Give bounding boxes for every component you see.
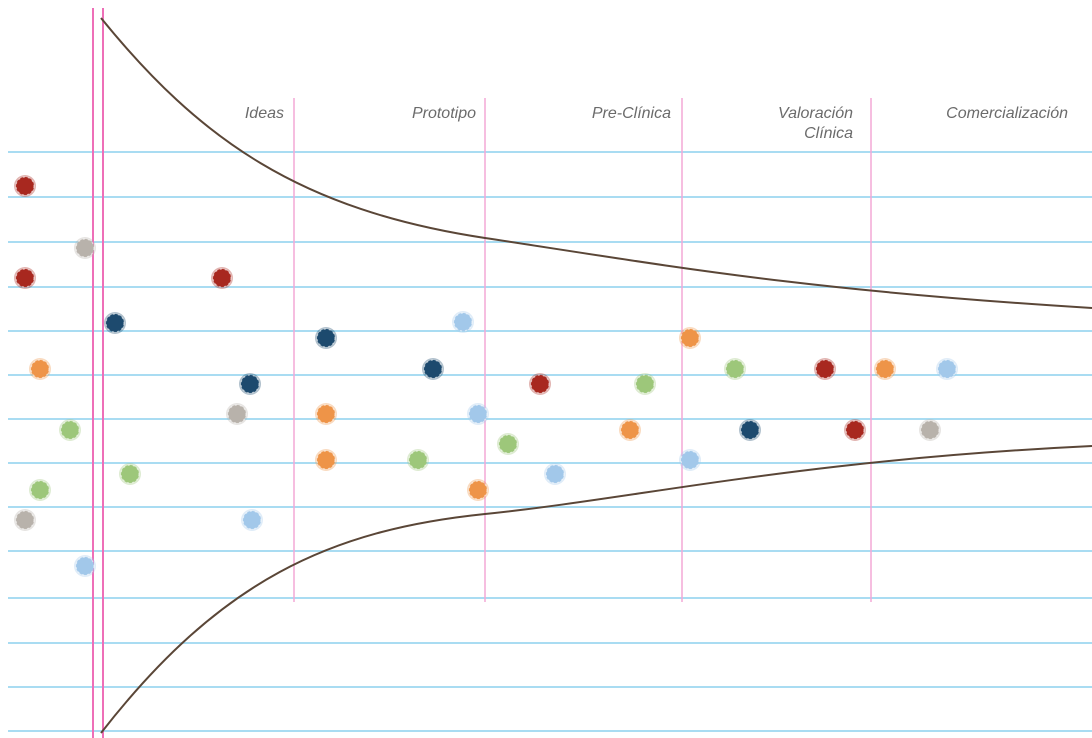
notebook-margin-lines xyxy=(92,8,104,738)
idea-dot xyxy=(239,373,261,395)
stage-label-line: Clínica xyxy=(804,125,853,142)
idea-dot xyxy=(29,479,51,501)
idea-dot xyxy=(619,419,641,441)
idea-dot xyxy=(74,237,96,259)
idea-dot xyxy=(467,403,489,425)
stage-label-line: Valoración xyxy=(778,105,853,122)
notebook-ruled-lines xyxy=(8,151,1092,732)
idea-dot xyxy=(874,358,896,380)
idea-dot xyxy=(422,358,444,380)
stage-label: Pre-Clínica xyxy=(592,105,671,122)
funnel-upper-curve xyxy=(100,17,1092,309)
stage-label: Ideas xyxy=(245,105,284,122)
idea-dot xyxy=(14,267,36,289)
idea-dot xyxy=(739,419,761,441)
idea-dot xyxy=(936,358,958,380)
idea-dot xyxy=(59,419,81,441)
stage-dividers xyxy=(293,98,872,602)
idea-dot xyxy=(679,449,701,471)
stage-label: Prototipo xyxy=(412,105,476,122)
idea-dots xyxy=(14,175,958,577)
idea-dot xyxy=(14,509,36,531)
idea-dot xyxy=(315,449,337,471)
idea-dot xyxy=(241,509,263,531)
idea-dot xyxy=(529,373,551,395)
idea-dot xyxy=(679,327,701,349)
idea-dot xyxy=(315,327,337,349)
idea-dot xyxy=(724,358,746,380)
idea-dot xyxy=(634,373,656,395)
idea-dot xyxy=(315,403,337,425)
funnel-lower-curve xyxy=(100,445,1092,734)
idea-dot xyxy=(544,463,566,485)
stage-labels: Ideas Prototipo Pre-Clínica Valoración Clíni… xyxy=(245,105,1068,142)
idea-dot xyxy=(29,358,51,380)
idea-dot xyxy=(497,433,519,455)
idea-dot xyxy=(919,419,941,441)
idea-dot xyxy=(844,419,866,441)
idea-dot xyxy=(467,479,489,501)
idea-dot xyxy=(74,555,96,577)
idea-dot xyxy=(211,267,233,289)
idea-dot xyxy=(104,312,126,334)
idea-dot xyxy=(814,358,836,380)
stage-label-line: Ideas xyxy=(245,105,284,122)
stage-label-line: Pre-Clínica xyxy=(592,105,671,122)
idea-dot xyxy=(119,463,141,485)
idea-dot xyxy=(226,403,248,425)
idea-dot xyxy=(14,175,36,197)
idea-dot xyxy=(407,449,429,471)
funnel-curves xyxy=(100,17,1092,734)
stage-label-line: Comercialización xyxy=(946,105,1068,122)
idea-dot xyxy=(452,311,474,333)
stage-label: Comercialización xyxy=(946,105,1068,122)
stage-label: Valoración Clínica xyxy=(778,105,853,142)
stage-label-line: Prototipo xyxy=(412,105,476,122)
